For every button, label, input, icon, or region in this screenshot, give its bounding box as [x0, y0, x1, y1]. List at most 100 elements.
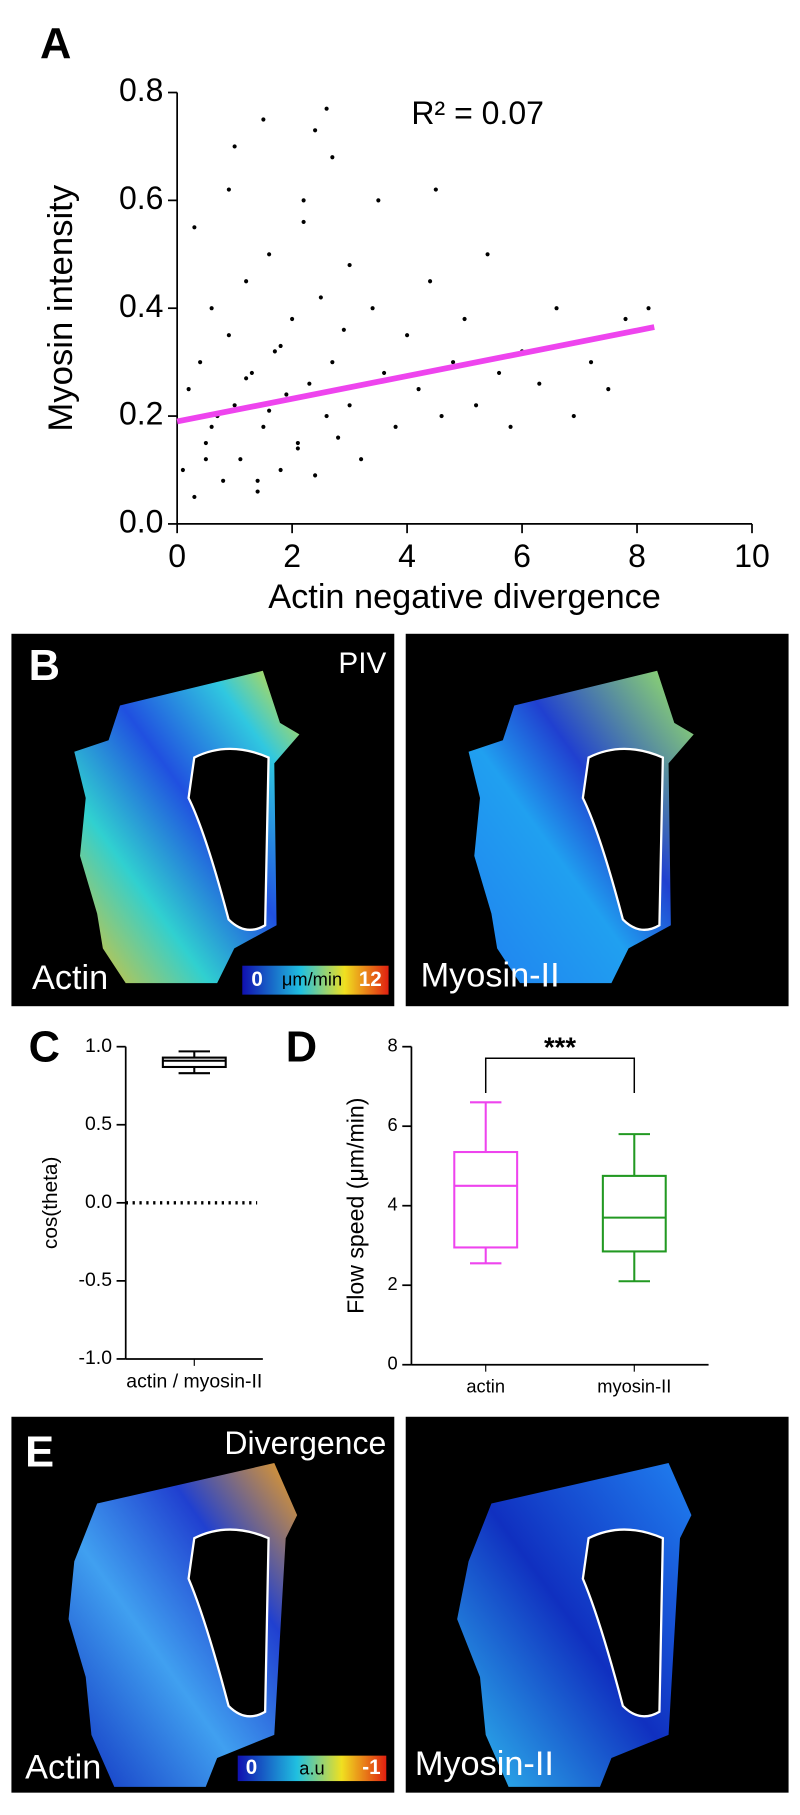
- x-tick-label: 8: [628, 538, 646, 574]
- image-label: Myosin-II: [421, 956, 560, 994]
- y-tick-label: -0.5: [79, 1269, 113, 1291]
- point: [209, 424, 214, 429]
- point: [192, 494, 197, 500]
- colorbar-unit: μm/min: [282, 969, 342, 990]
- x-tick-label: actin: [466, 1376, 505, 1397]
- y-tick-label: 6: [388, 1114, 398, 1135]
- point: [330, 360, 335, 365]
- nucleus: [581, 747, 665, 932]
- point: [405, 333, 410, 338]
- point: [272, 349, 277, 354]
- point: [261, 424, 266, 429]
- y-tick-label: 0: [388, 1353, 398, 1374]
- point: [226, 187, 231, 192]
- annotation: R² = 0.07: [411, 95, 544, 131]
- point: [433, 187, 438, 192]
- y-axis-label: Flow speed (μm/min): [343, 1098, 369, 1314]
- point: [267, 252, 272, 257]
- point: [588, 360, 594, 365]
- y-axis-label: Myosin intensity: [42, 184, 80, 432]
- panel-label: D: [286, 1023, 317, 1072]
- point: [313, 128, 318, 133]
- point: [646, 306, 651, 311]
- y-tick-label: -1.0: [79, 1347, 113, 1369]
- point: [267, 408, 272, 413]
- point: [571, 413, 576, 419]
- point: [295, 440, 300, 446]
- box: [453, 1150, 519, 1249]
- image-label: Actin: [25, 1749, 101, 1787]
- x-tick-label: 0: [168, 538, 186, 574]
- colorbar: [237, 1755, 387, 1782]
- colorbar-min: 0: [246, 1756, 257, 1779]
- x-tick-label: 6: [513, 538, 531, 574]
- point: [244, 376, 249, 381]
- point: [318, 295, 323, 300]
- point: [623, 316, 628, 322]
- y-tick-label: 0.0: [85, 1191, 112, 1213]
- significance: ***: [544, 1031, 576, 1062]
- point: [226, 333, 231, 338]
- point: [347, 262, 352, 268]
- point: [324, 106, 329, 111]
- panel-title: PIV: [338, 647, 386, 680]
- point: [428, 279, 433, 284]
- colorbar-min: 0: [251, 968, 262, 991]
- point: [485, 252, 490, 257]
- point: [341, 327, 346, 332]
- point: [301, 219, 306, 225]
- point: [393, 424, 398, 429]
- colorbar-max: -1: [362, 1756, 380, 1779]
- colorbar: [242, 965, 389, 995]
- panel-title: Divergence: [224, 1425, 386, 1461]
- image-label: Actin: [32, 959, 108, 997]
- point: [244, 279, 249, 284]
- point: [249, 370, 254, 376]
- image-label: Myosin-II: [415, 1745, 554, 1783]
- point: [203, 457, 208, 462]
- box: [601, 1174, 667, 1253]
- point: [336, 435, 341, 440]
- y-tick-label: 0.4: [119, 288, 163, 324]
- image-panels: B PIV Actin Myosin-II 0 μm/min 12 E Dive…: [11, 633, 789, 1793]
- x-axis-label: Actin negative divergence: [268, 578, 661, 616]
- point: [278, 467, 283, 473]
- point: [474, 403, 479, 408]
- point: [330, 155, 335, 160]
- point: [347, 403, 352, 408]
- point: [232, 403, 237, 408]
- x-tick-label: actin / myosin-II: [126, 1370, 262, 1392]
- panel-label: B: [29, 641, 60, 690]
- point: [290, 316, 295, 322]
- point: [497, 370, 502, 376]
- x-tick-label: 4: [398, 538, 416, 574]
- nucleus: [187, 747, 270, 932]
- y-tick-label: 0.6: [119, 180, 163, 216]
- panel-label: E: [25, 1427, 54, 1476]
- point: [209, 306, 214, 311]
- y-tick-label: 4: [388, 1193, 398, 1214]
- y-tick-label: 0.5: [85, 1113, 112, 1135]
- point: [192, 225, 197, 230]
- point: [238, 457, 243, 462]
- point: [313, 473, 318, 478]
- point: [221, 478, 226, 483]
- point: [537, 381, 542, 386]
- x-tick-label: 10: [734, 538, 770, 574]
- point: [554, 306, 559, 311]
- point: [451, 360, 456, 365]
- nucleus: [581, 1528, 665, 1718]
- point: [255, 478, 260, 483]
- point: [295, 446, 300, 451]
- point: [606, 387, 611, 392]
- point: [232, 144, 237, 149]
- point: [359, 457, 364, 462]
- point: [376, 198, 381, 203]
- box: [161, 1056, 227, 1069]
- point: [278, 343, 283, 349]
- panel-label: A: [40, 19, 71, 68]
- fit-line: [176, 324, 655, 425]
- y-tick-label: 1.0: [85, 1035, 112, 1057]
